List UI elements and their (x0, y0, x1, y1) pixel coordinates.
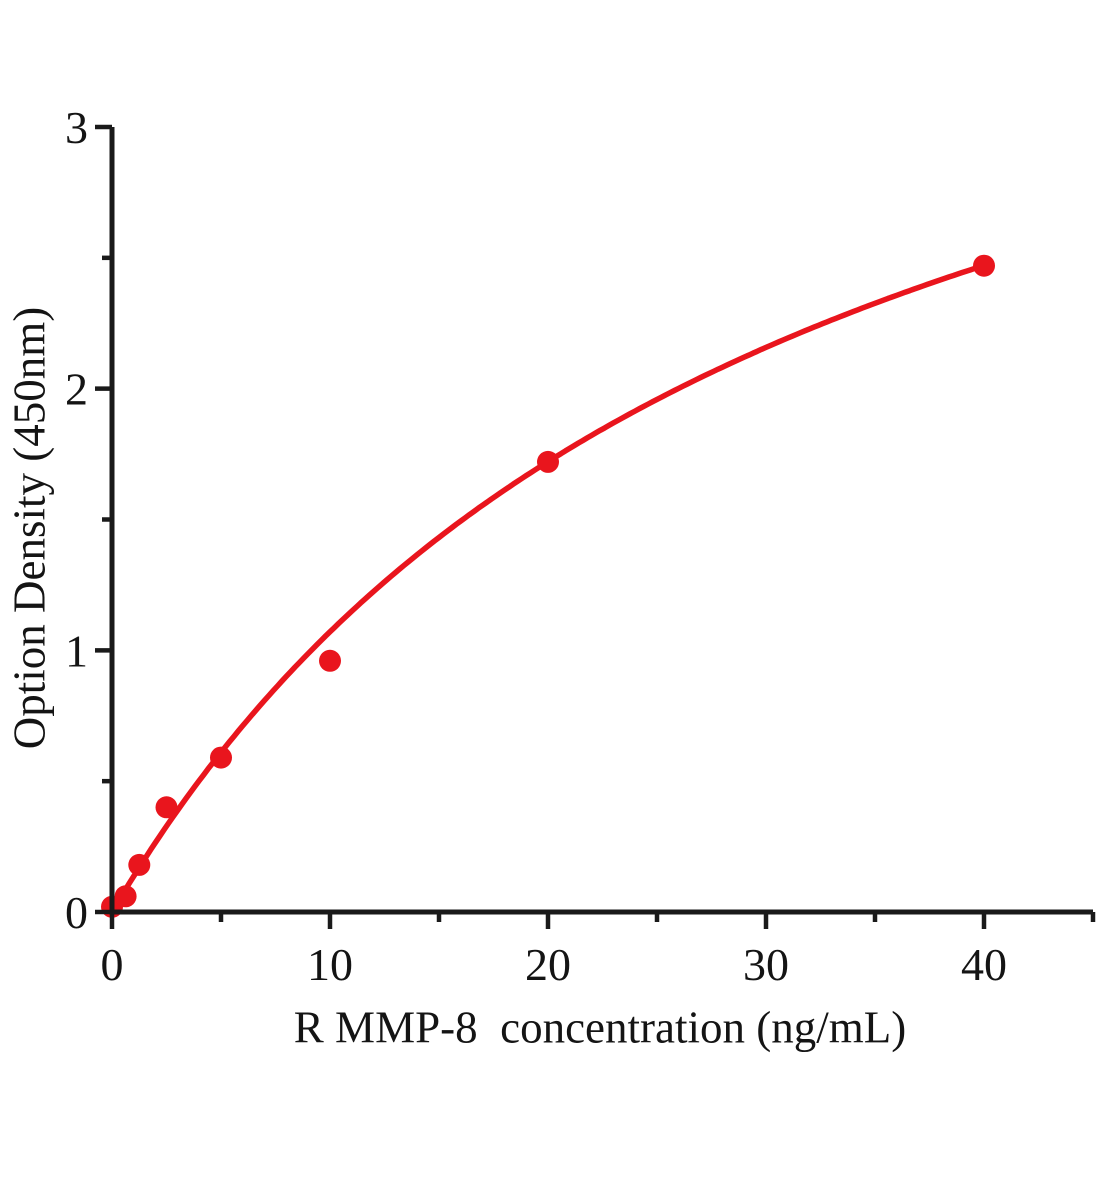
tick-labels: 0 10 20 30 40 0 1 2 3 (65, 102, 1007, 990)
y-axis-title: Option Density (450nm) (4, 306, 55, 750)
ticks (95, 124, 1096, 929)
data-point (537, 450, 559, 473)
data-point (210, 746, 232, 769)
fit-curve (109, 262, 987, 915)
x-tick-label: 10 (307, 939, 353, 990)
y-tick-label: 1 (65, 625, 88, 676)
data-point (155, 796, 178, 819)
x-axis-title: R MMP-8 concentration (ng/mL) (293, 1002, 907, 1053)
data-point (128, 853, 151, 876)
y-tick-label: 0 (65, 887, 88, 938)
x-tick-label: 20 (525, 939, 571, 990)
data-point (319, 649, 341, 672)
axes (109, 127, 1093, 915)
data-point (973, 254, 995, 277)
y-tick-label: 3 (65, 102, 88, 153)
y-tick-label: 2 (65, 364, 88, 415)
x-tick-label: 40 (961, 939, 1007, 990)
data-points (101, 254, 995, 918)
x-tick-label: 0 (101, 939, 124, 990)
data-point (114, 885, 137, 908)
x-tick-label: 30 (743, 939, 789, 990)
